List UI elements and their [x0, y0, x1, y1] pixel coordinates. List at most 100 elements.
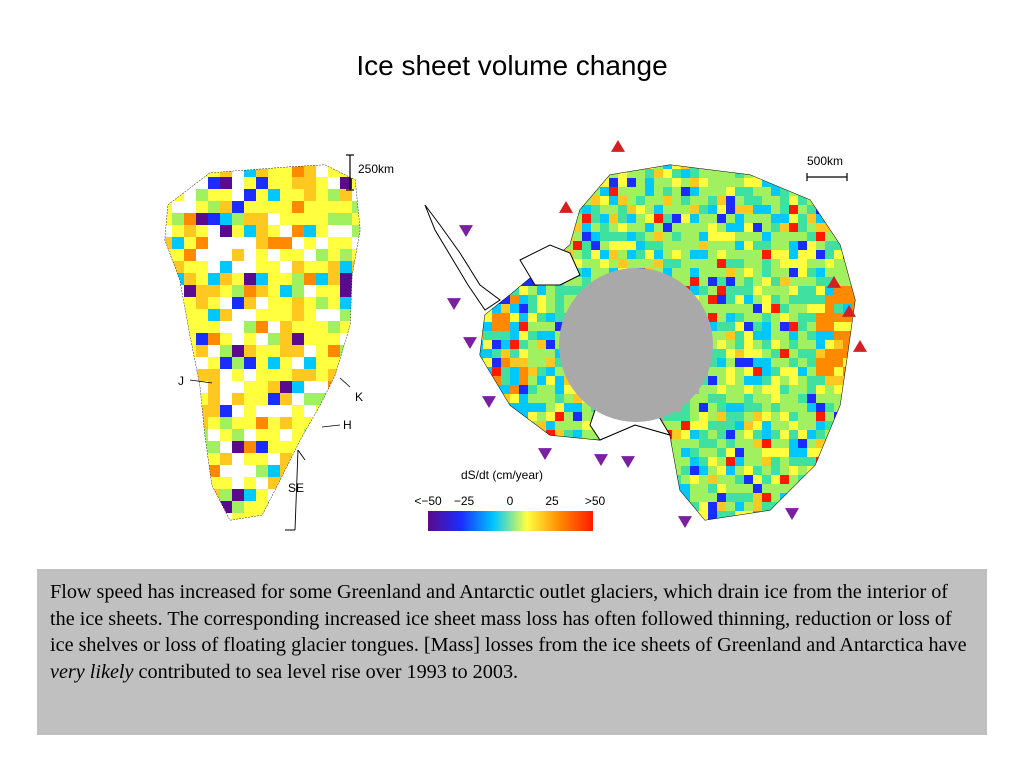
data-cell	[753, 178, 762, 187]
data-cell	[420, 268, 429, 277]
data-cell	[492, 340, 501, 349]
data-cell	[555, 304, 564, 313]
data-cell	[364, 453, 376, 465]
data-cell	[663, 241, 672, 250]
data-cell	[681, 448, 690, 457]
data-cell	[726, 520, 735, 529]
data-cell	[196, 321, 208, 333]
data-cell	[816, 475, 825, 484]
data-cell	[165, 165, 172, 177]
data-cell	[780, 241, 789, 250]
data-cell	[699, 223, 708, 232]
data-cell	[510, 232, 519, 241]
data-cell	[762, 259, 771, 268]
data-cell	[184, 417, 196, 429]
data-cell	[798, 241, 807, 250]
data-cell	[708, 421, 717, 430]
data-cell	[447, 340, 456, 349]
data-cell	[699, 169, 708, 178]
data-cell	[304, 285, 316, 297]
data-cell	[564, 430, 573, 439]
data-cell	[789, 448, 798, 457]
data-cell	[717, 268, 726, 277]
data-cell	[780, 367, 789, 376]
colorbar-title: dS/dt (cm/year)	[461, 468, 543, 482]
data-cell	[735, 340, 744, 349]
data-cell	[708, 367, 717, 376]
data-cell	[735, 421, 744, 430]
data-cell	[825, 394, 834, 403]
data-cell	[816, 511, 825, 520]
data-cell	[618, 520, 627, 529]
data-cell	[328, 393, 340, 405]
data-cell	[735, 358, 744, 367]
data-cell	[816, 313, 825, 322]
data-cell	[825, 304, 834, 313]
data-cell	[771, 466, 780, 475]
data-cell	[753, 439, 762, 448]
data-cell	[627, 493, 636, 502]
data-cell	[636, 165, 645, 169]
data-cell	[352, 177, 360, 189]
data-cell	[645, 448, 654, 457]
data-cell	[220, 477, 232, 489]
data-cell	[834, 232, 843, 241]
data-cell	[672, 250, 681, 259]
data-cell	[852, 196, 855, 205]
data-cell	[600, 169, 609, 178]
data-cell	[573, 394, 582, 403]
data-cell	[184, 513, 196, 520]
data-cell	[537, 196, 546, 205]
data-cell	[726, 385, 735, 394]
data-cell	[165, 501, 172, 513]
data-cell	[807, 286, 816, 295]
data-cell	[483, 277, 492, 286]
data-cell	[429, 457, 438, 466]
data-cell	[165, 393, 172, 405]
data-cell	[196, 285, 208, 297]
data-cell	[340, 225, 352, 237]
data-cell	[690, 493, 699, 502]
data-cell	[456, 331, 465, 340]
data-cell	[456, 430, 465, 439]
data-cell	[438, 259, 447, 268]
data-cell	[717, 475, 726, 484]
data-cell	[447, 466, 456, 475]
data-cell	[280, 177, 292, 189]
data-cell	[582, 232, 591, 241]
data-cell	[546, 178, 555, 187]
data-cell	[555, 223, 564, 232]
data-cell	[456, 160, 465, 169]
data-cell	[744, 421, 753, 430]
data-cell	[352, 357, 360, 369]
data-cell	[663, 457, 672, 466]
data-cell	[825, 268, 834, 277]
data-cell	[582, 412, 591, 421]
data-cell	[825, 502, 834, 511]
data-cell	[208, 489, 220, 501]
data-cell	[798, 178, 807, 187]
data-cell	[735, 484, 744, 493]
data-cell	[268, 501, 280, 513]
data-cell	[762, 277, 771, 286]
data-cell	[256, 465, 268, 477]
data-cell	[780, 484, 789, 493]
data-cell	[681, 250, 690, 259]
data-cell	[165, 285, 172, 297]
data-cell	[825, 385, 834, 394]
data-cell	[465, 205, 474, 214]
data-cell	[843, 277, 852, 286]
data-cell	[420, 160, 429, 169]
data-cell	[843, 250, 852, 259]
data-cell	[735, 214, 744, 223]
data-cell	[609, 466, 618, 475]
data-cell	[232, 357, 244, 369]
data-cell	[807, 403, 816, 412]
data-cell	[172, 405, 184, 417]
data-cell	[834, 520, 843, 529]
data-cell	[564, 457, 573, 466]
data-cell	[582, 457, 591, 466]
data-cell	[519, 385, 528, 394]
data-cell	[292, 225, 304, 237]
data-cell	[672, 493, 681, 502]
